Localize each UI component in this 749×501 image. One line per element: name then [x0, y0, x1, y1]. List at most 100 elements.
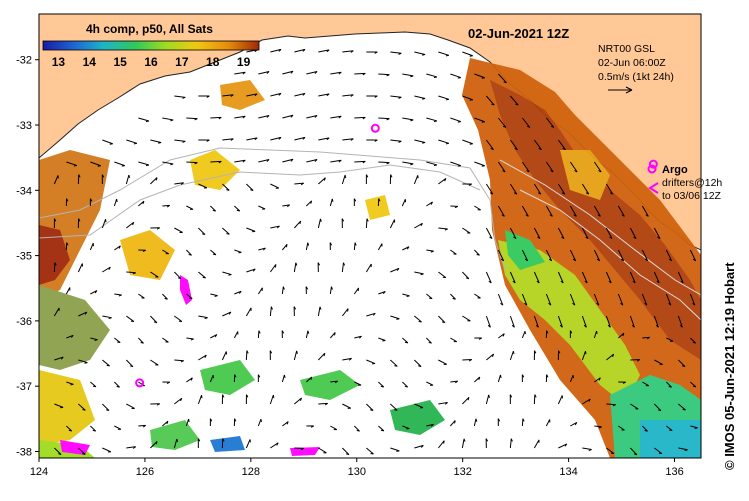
current-vector — [54, 263, 55, 272]
current-vector-head — [82, 410, 85, 411]
current-vector — [378, 74, 389, 75]
current-vector-head — [394, 410, 397, 411]
current-vector-head — [134, 143, 137, 144]
current-info-model: NRT00 GSL — [598, 43, 655, 55]
current-vector-head — [228, 275, 231, 276]
colorbar-title: 4h comp, p50, All Sats — [86, 22, 213, 36]
current-vector-head — [396, 451, 399, 452]
current-vector-head — [446, 143, 449, 144]
current-vector-head — [177, 439, 178, 442]
x-tick-label: 126 — [136, 466, 154, 478]
current-vector-head — [405, 342, 408, 343]
current-vector — [378, 162, 389, 163]
current-vector-head — [237, 210, 240, 211]
current-vector-head — [513, 351, 514, 354]
y-axis: -32 -33 -34 -35 -36 -37 -38 — [16, 55, 39, 459]
colorbar-tick-label: 14 — [83, 55, 97, 69]
current-vector — [378, 118, 389, 119]
current-vector-head — [117, 199, 118, 202]
imos-credit: © IMOS 05-Jun-2021 12:19 Hobart — [722, 262, 737, 470]
current-vector-head — [434, 77, 437, 78]
current-vector — [186, 162, 197, 163]
x-tick-label: 132 — [454, 466, 472, 478]
current-vector-head — [371, 453, 374, 454]
current-vector-head — [345, 175, 346, 178]
x-tick-label: 124 — [30, 466, 48, 478]
x-tick-label: 130 — [348, 466, 366, 478]
current-vector-head — [419, 321, 422, 322]
colorbar-tick-label: 17 — [175, 55, 189, 69]
current-vector-head — [489, 395, 490, 398]
x-tick-label: 136 — [665, 466, 683, 478]
current-vector-head — [273, 395, 274, 398]
current-vector-head — [446, 55, 449, 56]
colorbar-tick-label: 13 — [52, 55, 66, 69]
current-vector-head — [332, 199, 333, 202]
current-vector — [354, 243, 355, 250]
current-vector-head — [213, 254, 216, 255]
current-vector-head — [597, 331, 598, 334]
current-vector — [186, 118, 197, 119]
current-vector — [258, 331, 259, 338]
current-vector-head — [93, 386, 96, 387]
y-tick-label: -36 — [16, 316, 32, 328]
current-vector — [174, 360, 183, 361]
y-tick-label: -35 — [16, 251, 32, 263]
y-tick-label: -34 — [16, 185, 32, 197]
x-axis: 124 126 128 130 132 134 136 — [30, 458, 684, 478]
current-vector-head — [74, 165, 77, 166]
argo-legend-label: Argo — [662, 164, 688, 176]
current-vector-head — [203, 277, 206, 278]
current-vector-head — [396, 319, 399, 320]
current-vector-head — [455, 420, 456, 423]
current-vector-head — [146, 165, 149, 166]
y-tick-label: -38 — [16, 446, 32, 458]
current-vector — [522, 419, 523, 426]
current-vector — [606, 404, 615, 405]
current-vector-head — [284, 375, 285, 378]
drifter-legend-line2: to 03/06 12Z — [662, 190, 722, 202]
current-vector-head — [407, 296, 410, 297]
current-vector-head — [500, 375, 501, 378]
current-vector-head — [84, 363, 87, 364]
current-vector — [246, 351, 247, 360]
y-tick-label: -37 — [16, 381, 32, 393]
current-vector-head — [434, 121, 437, 122]
current-vector-head — [286, 244, 287, 247]
drifter-legend-line1: drifters@12h — [662, 177, 722, 189]
y-tick-label: -33 — [16, 120, 32, 132]
current-vector-head — [226, 234, 229, 235]
colorbar-tick-label: 15 — [113, 55, 127, 69]
y-tick-label: -32 — [16, 55, 32, 67]
current-vector-head — [394, 366, 397, 367]
current-vector-head — [107, 365, 110, 366]
current-vector-head — [434, 165, 437, 166]
colorbar-tick-label: 18 — [206, 55, 220, 69]
current-vector-head — [300, 221, 301, 224]
current-info-time: 02-Jun 06:00Z — [598, 57, 666, 69]
current-vector-head — [238, 252, 241, 253]
current-vector-head — [446, 99, 449, 100]
current-info-scale: 0.5m/s (1kt 24h) — [598, 71, 674, 83]
current-vector-head — [458, 166, 461, 167]
current-vector-head — [189, 419, 190, 422]
current-vector-head — [669, 430, 672, 431]
current-vector-head — [683, 409, 686, 410]
current-vector-head — [458, 122, 461, 123]
current-vector-head — [70, 384, 73, 385]
current-vector-head — [381, 430, 384, 431]
x-tick-label: 134 — [559, 466, 577, 478]
map-date-title: 02-Jun-2021 12Z — [468, 26, 569, 41]
current-vector-head — [129, 175, 130, 178]
current-vector-head — [458, 78, 461, 79]
colorbar-tick-label: 16 — [144, 55, 158, 69]
colorbar-tick-label: 19 — [237, 55, 251, 69]
current-vector — [366, 219, 367, 228]
x-tick-label: 128 — [242, 466, 260, 478]
current-vector-head — [429, 298, 432, 299]
current-vector-head — [693, 386, 696, 387]
colorbar-gradient — [43, 41, 259, 50]
current-vector-head — [335, 332, 336, 335]
